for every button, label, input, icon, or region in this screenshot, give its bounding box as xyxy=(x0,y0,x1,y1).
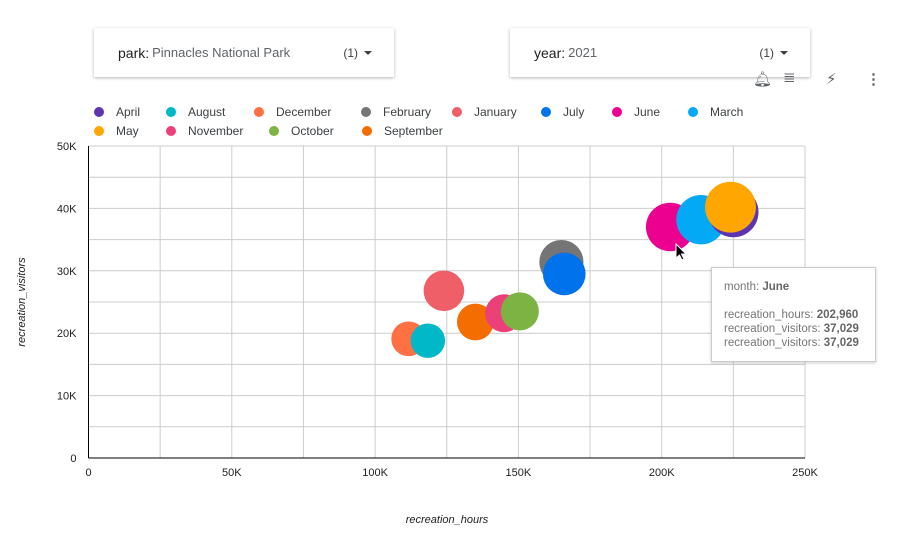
legend-swatch xyxy=(362,126,372,136)
chevron-down-icon[interactable] xyxy=(364,50,372,55)
y-axis-label: recreation_visitors xyxy=(16,257,28,347)
filter-icon[interactable]: ≣ xyxy=(783,69,796,86)
year-filter-key: year xyxy=(534,44,562,61)
year-filter[interactable]: year: 2021 (1) xyxy=(510,28,810,77)
tooltip-value: 202,960 xyxy=(816,309,859,321)
legend-label: April xyxy=(116,105,141,119)
legend-label: February xyxy=(383,105,432,119)
x-tick-label: 0 xyxy=(85,467,91,479)
legend-swatch xyxy=(688,107,698,117)
legend-label: March xyxy=(710,105,744,119)
legend-item-july[interactable]: July xyxy=(541,105,584,119)
bubble-april[interactable] xyxy=(708,186,759,238)
y-tick-label: 40K xyxy=(57,203,77,215)
bubble-november[interactable] xyxy=(485,294,523,333)
colon: : xyxy=(561,44,566,61)
cursor-icon xyxy=(675,242,688,261)
tooltip: month: June recreation_hours: 202,960 re… xyxy=(711,267,876,362)
legend-label: October xyxy=(291,124,334,138)
legend-item-march[interactable]: March xyxy=(688,105,743,119)
bubble-january[interactable] xyxy=(423,270,465,312)
legend-swatch xyxy=(254,107,264,117)
legend-label: December xyxy=(276,105,332,119)
tooltip-month: June xyxy=(762,281,790,293)
bubble-march[interactable] xyxy=(676,194,726,245)
colon: : xyxy=(145,44,150,61)
y-tick-label: 50K xyxy=(57,141,77,153)
tooltip-value: 37,029 xyxy=(823,337,859,349)
park-filter-key: park xyxy=(118,44,146,61)
bubble-may[interactable] xyxy=(705,181,756,233)
bubble-june[interactable] xyxy=(645,202,695,252)
legend-label: September xyxy=(384,124,443,138)
legend-label: June xyxy=(634,105,661,119)
legend-item-september[interactable]: September xyxy=(362,124,443,138)
legend-label: August xyxy=(188,105,226,119)
chevron-down-icon[interactable] xyxy=(780,50,788,55)
legend-item-january[interactable]: January xyxy=(452,105,517,119)
park-filter-count: (1) xyxy=(343,45,358,60)
bubble-october[interactable] xyxy=(500,292,539,331)
y-tick-label: 20K xyxy=(57,328,77,340)
y-tick-label: 0 xyxy=(70,453,76,465)
bubble-july[interactable] xyxy=(542,252,586,296)
legend-item-may[interactable]: May xyxy=(94,124,139,138)
legend-item-november[interactable]: November xyxy=(166,124,243,138)
legend-label: January xyxy=(474,105,517,119)
x-tick-label: 50K xyxy=(222,467,242,479)
park-filter-value: Pinnacles National Park xyxy=(152,45,291,60)
legend-swatch xyxy=(94,107,104,117)
y-tick-label: 30K xyxy=(57,266,77,278)
legend-swatch xyxy=(269,126,279,136)
legend-item-october[interactable]: October xyxy=(269,124,334,138)
bubble-august[interactable] xyxy=(410,323,446,358)
x-tick-label: 100K xyxy=(362,467,388,479)
x-tick-label: 200K xyxy=(649,467,675,479)
legend-swatch xyxy=(452,107,462,117)
legend-item-june[interactable]: June xyxy=(612,105,660,119)
bubble-september[interactable] xyxy=(457,303,494,341)
legend-swatch xyxy=(94,126,104,136)
legend-swatch xyxy=(541,107,551,117)
legend-item-april[interactable]: April xyxy=(94,105,140,119)
year-filter-value: 2021 xyxy=(568,45,598,60)
tooltip-label: recreation_hours: xyxy=(724,309,817,321)
more-vert-icon[interactable]: ⋮ xyxy=(866,71,881,88)
x-axis-label: recreation_hours xyxy=(406,514,489,526)
legend-swatch xyxy=(166,107,176,117)
tooltip-label: recreation_visitors: xyxy=(724,337,824,349)
legend-swatch xyxy=(166,126,176,136)
legend-label: May xyxy=(116,124,139,138)
y-tick-label: 10K xyxy=(57,391,77,403)
quick-action-off-icon[interactable]: ⚡︎ xyxy=(826,71,837,88)
bubble-december[interactable] xyxy=(391,321,426,357)
alert-bell-icon[interactable]: 🔔︎ xyxy=(753,71,773,88)
park-filter[interactable]: park: Pinnacles National Park (1) xyxy=(94,28,394,77)
tooltip-value: 37,029 xyxy=(823,323,859,335)
year-filter-count: (1) xyxy=(759,45,774,60)
legend-item-august[interactable]: August xyxy=(166,105,225,119)
legend-item-december[interactable]: December xyxy=(254,105,331,119)
legend-swatch xyxy=(612,107,622,117)
bubble-february[interactable] xyxy=(539,239,584,285)
tooltip-label: recreation_visitors: xyxy=(724,323,824,335)
x-tick-label: 250K xyxy=(792,467,818,479)
tooltip-month-label: month: xyxy=(724,281,763,293)
legend-label: November xyxy=(188,124,244,138)
legend-swatch xyxy=(361,107,371,117)
legend-item-february[interactable]: February xyxy=(361,105,431,119)
legend-label: July xyxy=(563,105,585,119)
x-tick-label: 150K xyxy=(506,467,532,479)
